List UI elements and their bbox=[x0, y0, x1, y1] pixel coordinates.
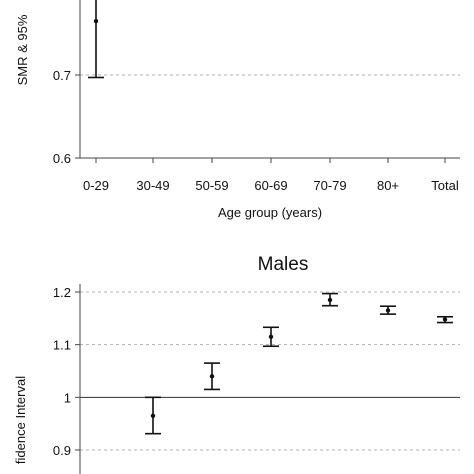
errorbar-80+ bbox=[380, 305, 396, 315]
panel-1: 0.60.70.8SMR & 95%0-2930-4950-5960-6970-… bbox=[15, 0, 460, 220]
x-tick-label: 80+ bbox=[377, 178, 399, 193]
errorbar-50-59 bbox=[204, 362, 220, 391]
errorbar-0-29 bbox=[88, 0, 104, 79]
y-tick-label: 0.7 bbox=[53, 68, 71, 83]
x-tick-label: Total bbox=[431, 178, 459, 193]
point-estimate bbox=[93, 18, 99, 24]
x-tick-label: 30-49 bbox=[136, 178, 169, 193]
x-tick-label: 0-29 bbox=[83, 178, 109, 193]
point-estimate bbox=[209, 374, 215, 379]
panel-2: Males 0.9 1 1.1 1.2 fidence Interval bbox=[13, 254, 460, 474]
point-estimate bbox=[150, 413, 156, 418]
errorbar-60-69 bbox=[263, 326, 279, 348]
point-estimate bbox=[268, 334, 274, 339]
y-tick-label: 1.1 bbox=[53, 338, 71, 353]
point-estimate bbox=[442, 317, 448, 322]
y-tick-label: 0.6 bbox=[53, 151, 71, 166]
x-tick-label: 70-79 bbox=[313, 178, 346, 193]
point-estimate bbox=[327, 297, 333, 303]
x-tick-label: 60-69 bbox=[254, 178, 287, 193]
errorbar-30-49 bbox=[145, 396, 161, 435]
point-estimate bbox=[385, 308, 391, 313]
panel-title: Males bbox=[258, 254, 309, 275]
y-axis-title: fidence Interval bbox=[13, 376, 28, 464]
y-tick-label: 0.9 bbox=[53, 443, 71, 458]
y-tick-label: 1.2 bbox=[53, 285, 71, 300]
x-axis-title: Age group (years) bbox=[218, 205, 322, 220]
x-tick-label: 50-59 bbox=[195, 178, 228, 193]
y-axis-title: SMR & 95% bbox=[15, 14, 30, 85]
y-tick-label: 1 bbox=[64, 390, 71, 405]
errorbar-70-79 bbox=[322, 292, 338, 307]
errorbar-Total bbox=[437, 315, 453, 324]
